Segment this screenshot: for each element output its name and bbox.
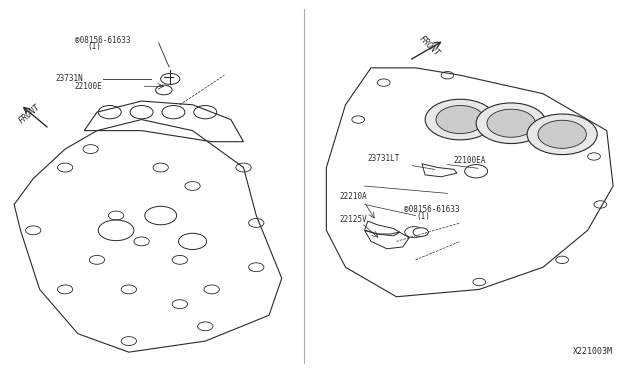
Text: X221003M: X221003M	[573, 347, 613, 356]
Text: FRONT: FRONT	[17, 103, 42, 125]
Text: 22100E: 22100E	[75, 82, 102, 91]
Text: 22100EA: 22100EA	[454, 156, 486, 166]
Circle shape	[538, 120, 586, 148]
Circle shape	[161, 73, 180, 84]
Circle shape	[527, 114, 597, 155]
Text: 23731LT: 23731LT	[368, 154, 400, 163]
Text: 22125V: 22125V	[339, 215, 367, 224]
Text: (1): (1)	[417, 212, 431, 221]
Text: 22210A: 22210A	[339, 192, 367, 201]
Text: 23731N: 23731N	[56, 74, 83, 83]
Circle shape	[476, 103, 546, 144]
Text: ®08156-61633: ®08156-61633	[404, 205, 460, 215]
Text: (1): (1)	[88, 42, 101, 51]
Circle shape	[487, 109, 536, 137]
Text: FRONT: FRONT	[417, 34, 442, 58]
Circle shape	[465, 164, 488, 178]
Circle shape	[425, 99, 495, 140]
Text: ®08156-61633: ®08156-61633	[75, 36, 130, 45]
Circle shape	[413, 228, 428, 237]
Circle shape	[436, 106, 484, 134]
